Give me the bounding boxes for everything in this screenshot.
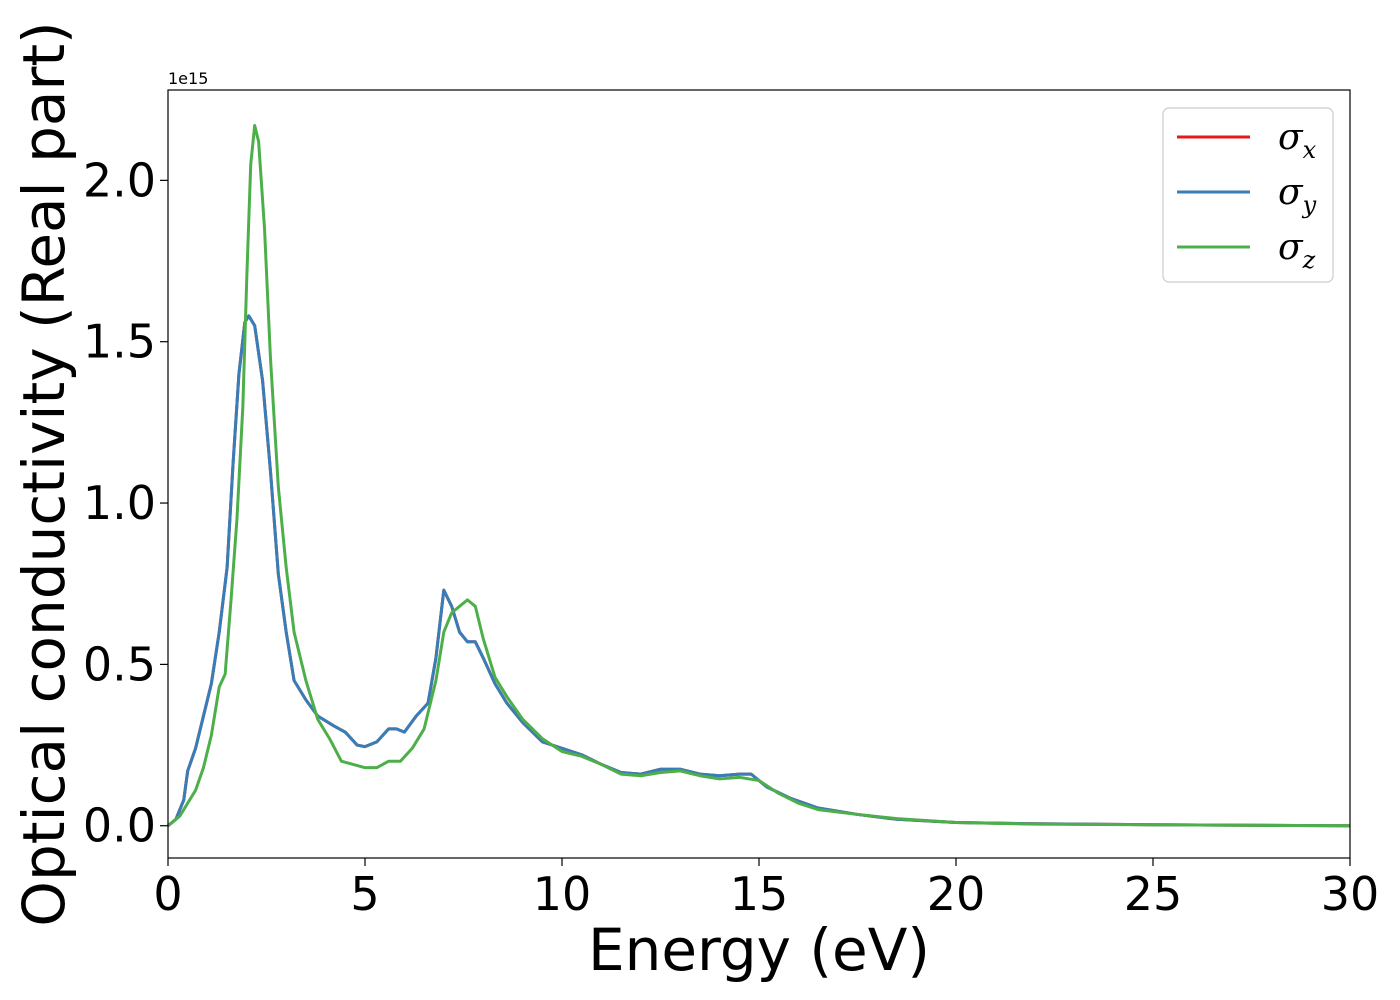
y-tick-label: 1.0 [83,476,156,530]
legend-subscript: z [1302,246,1316,274]
plot-area [168,90,1350,858]
legend-symbol: σ [1278,172,1304,213]
x-axis-title: Energy (eV) [588,916,930,984]
legend-label-y: σy [1278,172,1317,219]
x-tick-label: 5 [350,867,379,921]
y-tick-label: 0.0 [83,799,156,853]
x-tick-label: 0 [153,867,182,921]
x-axis: 0 5 10 15 20 25 30 [153,858,1379,921]
y-tick-label: 2.0 [83,153,156,207]
legend-symbol: σ [1278,227,1304,268]
legend-subscript: x [1303,136,1317,164]
legend-label-x: σx [1278,117,1317,164]
y-offset-label: 1e15 [168,69,208,88]
x-tick-label: 20 [927,867,986,921]
legend-label-z: σz [1278,227,1316,274]
series-line-y [167,314,1351,828]
y-tick-label: 1.5 [83,315,156,369]
x-tick-label: 15 [730,867,789,921]
series-line-z [167,124,1351,828]
legend-subscript: y [1302,191,1317,219]
y-axis-title: Optical conductivity (Real part) [10,21,78,926]
series-layer [167,124,1351,828]
legend-box [1162,107,1334,283]
y-axis: 0.0 0.5 1.0 1.5 2.0 [83,153,168,853]
x-tick-label: 10 [533,867,592,921]
y-tick-label: 0.5 [83,637,156,691]
x-tick-label: 25 [1124,867,1183,921]
legend-symbol: σ [1278,117,1304,158]
x-tick-label: 30 [1321,867,1380,921]
